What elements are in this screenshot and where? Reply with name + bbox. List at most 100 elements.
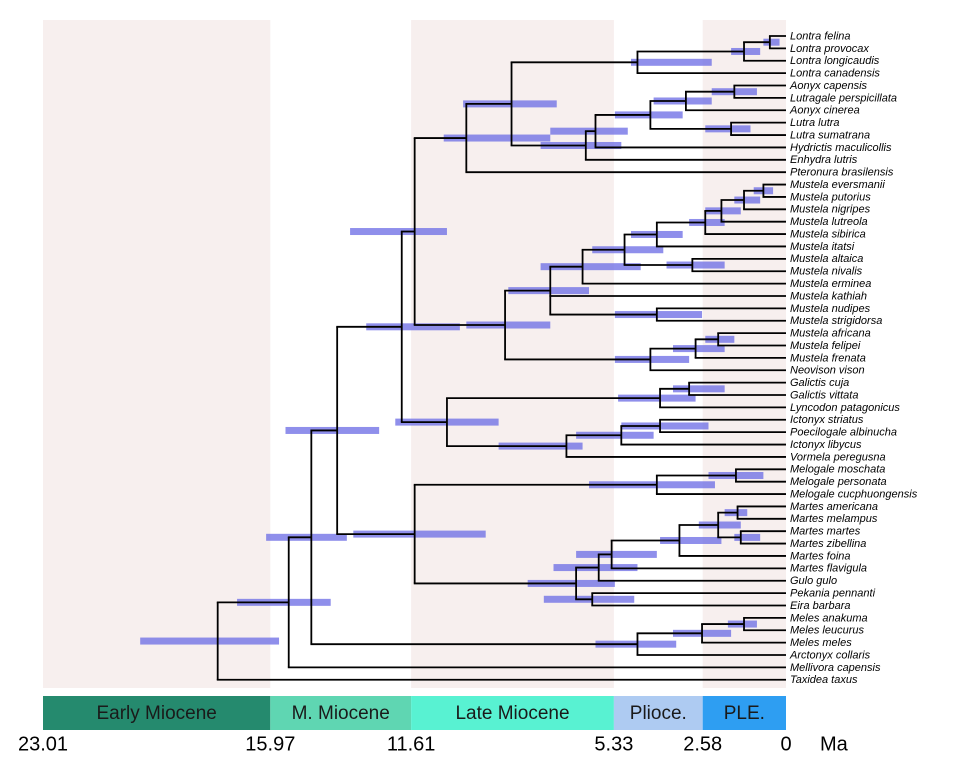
species-label: Hydrictis maculicollis — [790, 142, 892, 154]
epoch-label: Late Miocene — [455, 703, 569, 724]
epoch-box — [270, 696, 412, 730]
species-label: Lutragale perspicillata — [790, 92, 897, 104]
hpd-bar — [592, 246, 664, 254]
hpd-bar — [614, 355, 690, 363]
species-label: Melogale moschata — [790, 464, 885, 476]
species-label: Mustela strigidorsa — [790, 315, 882, 327]
tick-label: 2.58 — [683, 733, 722, 755]
hpd-bar — [621, 422, 709, 430]
species-label: Mustela sibirica — [790, 228, 866, 240]
hpd-bar — [734, 196, 761, 204]
tick-label: 11.61 — [387, 733, 436, 755]
species-label: Martes americana — [790, 501, 878, 513]
hpd-bar — [353, 530, 486, 538]
species-label: Martes foina — [790, 550, 851, 562]
species-label: Mustela putorius — [790, 191, 871, 203]
epoch-band — [411, 20, 614, 688]
axis-unit: Ma — [820, 733, 849, 755]
hpd-bar — [443, 134, 551, 142]
epoch-band — [702, 20, 786, 688]
epoch-label: Early Miocene — [96, 703, 216, 724]
species-label: Mustela altaica — [790, 253, 863, 265]
species-label: Aonyx capensis — [789, 80, 868, 92]
species-label: Meles anakuma — [790, 612, 868, 624]
hpd-bar — [540, 263, 641, 271]
species-label: Lontra canadensis — [790, 68, 880, 80]
species-label: Lontra longicaudis — [790, 55, 880, 67]
species-label: Mustela eversmanii — [790, 179, 885, 191]
epoch-label: M. Miocene — [292, 703, 390, 724]
species-label: Pekania pennanti — [790, 588, 876, 600]
epoch-label: PLE. — [724, 703, 765, 724]
tick-label: 23.01 — [18, 733, 68, 755]
hpd-bar — [660, 536, 722, 544]
species-label: Gulo gulo — [790, 575, 837, 587]
species-label: Mustela nudipes — [790, 303, 871, 315]
hpd-bar — [731, 47, 761, 55]
hpd-bar — [576, 550, 657, 558]
species-label: Melogale cucphuongensis — [790, 488, 918, 500]
species-label: Mustela nivalis — [790, 266, 863, 278]
species-label: Meles meles — [790, 637, 852, 649]
hpd-bar — [734, 533, 761, 541]
epoch-box — [411, 696, 614, 730]
species-label: Lutra lutra — [790, 117, 840, 129]
hpd-bar — [705, 207, 741, 215]
species-label: Pteronura brasilensis — [790, 167, 894, 179]
species-label: Mustela felipei — [790, 340, 861, 352]
hpd-bar — [614, 311, 703, 319]
hpd-bar — [666, 261, 725, 269]
species-label: Enhydra lutris — [790, 154, 858, 166]
species-label: Lontra felina — [790, 30, 851, 42]
species-label: Martes martes — [790, 526, 861, 538]
species-label: Ictonyx striatus — [790, 414, 864, 426]
species-label: Lyncodon patagonicus — [790, 402, 900, 414]
species-label: Mustela frenata — [790, 352, 866, 364]
species-label: Martes zibellina — [790, 538, 866, 550]
tick-label: 0 — [780, 733, 791, 755]
epoch-band — [43, 20, 271, 688]
species-label: Galictis vittata — [790, 389, 858, 401]
species-label: Lontra provocax — [790, 43, 869, 55]
hpd-bar — [631, 58, 712, 66]
background-bands — [43, 20, 786, 688]
species-label: Mustela africana — [790, 328, 871, 340]
hpd-bar — [698, 521, 741, 529]
hpd-bar — [705, 335, 735, 343]
species-label: Ictonyx libycus — [790, 439, 862, 451]
tick-label: 5.33 — [594, 733, 633, 755]
species-label: Mustela lutreola — [790, 216, 868, 228]
species-label: Neovison vison — [790, 365, 865, 377]
species-label: Mustela erminea — [790, 278, 871, 290]
species-label: Melogale personata — [790, 476, 887, 488]
species-label: Mustela nigripes — [790, 204, 871, 216]
species-label: Eira barbara — [790, 600, 851, 612]
hpd-bar — [350, 228, 447, 236]
hpd-bar — [672, 385, 725, 393]
species-label: Mustela kathiah — [790, 290, 867, 302]
species-label: Mellivora capensis — [790, 662, 881, 674]
species-label: Lutra sumatrana — [790, 129, 870, 141]
hpd-bar — [763, 38, 780, 46]
species-label: Vormela peregusna — [790, 451, 886, 463]
branches — [216, 35, 786, 681]
species-label: Martes flavigula — [790, 563, 867, 575]
epoch-box — [702, 696, 786, 730]
species-label: Galictis cuja — [790, 377, 849, 389]
hpd-bar — [366, 323, 460, 331]
species-label: Meles leucurus — [790, 625, 864, 637]
epoch-label: Plioce. — [630, 703, 687, 724]
hpd-bar — [140, 637, 280, 645]
epoch-box — [613, 696, 703, 730]
epoch-box — [43, 696, 271, 730]
hpd-bar — [689, 218, 725, 226]
species-label: Mustela itatsi — [790, 241, 855, 253]
species-label: Taxidea taxus — [790, 674, 858, 686]
hpd-bar — [672, 345, 725, 353]
species-label: Poecilogale albinucha — [790, 427, 897, 439]
hpd-bar — [466, 321, 551, 329]
time-axis: Early Miocene M. Miocene Late Miocene Plioc… — [18, 696, 849, 755]
species-label: Arctonyx collaris — [789, 649, 871, 661]
species-label: Martes melampus — [790, 513, 878, 525]
